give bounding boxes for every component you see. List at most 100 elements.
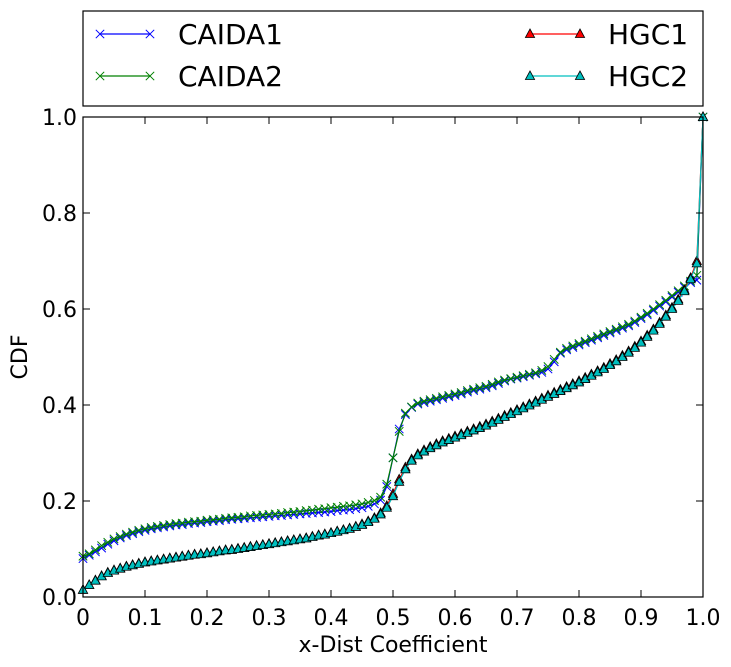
- data-point-caida2: [661, 295, 671, 305]
- data-point-caida2: [376, 492, 386, 502]
- data-point-hgc2: [685, 273, 696, 284]
- x-tick-label: 0: [76, 606, 90, 631]
- data-point-caida2: [524, 369, 534, 379]
- data-point-caida2: [407, 402, 417, 412]
- legend-marker-hgc2: [524, 70, 536, 80]
- series-hgc2: [77, 111, 709, 594]
- data-point-caida2: [611, 324, 621, 334]
- data-point-caida2: [382, 479, 392, 489]
- data-point-caida2: [90, 545, 100, 555]
- y-axis-label: CDF: [8, 335, 33, 380]
- data-point-caida2: [487, 379, 497, 389]
- y-tick-label: 0.0: [42, 586, 77, 611]
- data-point-hgc2: [648, 324, 659, 335]
- data-point-caida2: [97, 541, 107, 551]
- legend-label-caida2: CAIDA2: [178, 60, 283, 93]
- data-point-caida2: [450, 389, 460, 399]
- data-point-caida2: [103, 537, 113, 547]
- legend-marker-hgc2: [574, 70, 586, 80]
- data-point-caida2: [580, 336, 590, 346]
- data-point-caida1: [543, 364, 553, 374]
- x-tick-label: 1.0: [686, 606, 721, 631]
- data-point-hgc2: [375, 508, 386, 519]
- legend-label-hgc1: HGC1: [608, 18, 688, 51]
- data-point-hgc2: [400, 463, 411, 474]
- data-point-caida2: [636, 312, 646, 322]
- data-point-hgc2: [635, 336, 647, 347]
- data-point-caida2: [357, 499, 367, 509]
- data-point-hgc2: [672, 294, 684, 305]
- data-point-hgc2: [654, 318, 665, 328]
- data-point-caida1: [413, 399, 423, 409]
- data-point-caida2: [444, 390, 454, 400]
- data-point-caida2: [134, 525, 144, 535]
- legend-item-hgc2: HGC2: [524, 60, 688, 93]
- legend-label-caida1: CAIDA1: [178, 18, 283, 51]
- data-point-caida2: [456, 387, 466, 398]
- data-point-caida2: [493, 377, 503, 387]
- data-point-caida2: [500, 375, 510, 385]
- x-tick-label: 0.1: [128, 606, 163, 631]
- data-point-caida2: [506, 374, 516, 384]
- data-point-caida2: [121, 529, 131, 539]
- data-point-caida2: [518, 371, 528, 381]
- legend-marker-caida2: [145, 71, 155, 81]
- data-point-caida2: [624, 319, 634, 329]
- data-point-caida1: [394, 424, 404, 434]
- legend-item-caida1: CAIDA1: [95, 18, 283, 51]
- data-point-caida2: [642, 308, 652, 318]
- data-point-caida2: [543, 362, 553, 372]
- data-point-caida2: [84, 549, 94, 559]
- data-point-hgc2: [623, 346, 634, 357]
- data-point-caida2: [425, 395, 435, 405]
- data-point-hgc2: [629, 342, 641, 352]
- data-point-caida2: [562, 343, 572, 353]
- data-point-caida2: [469, 384, 479, 394]
- data-point-hgc2: [381, 501, 393, 512]
- x-tick-label: 0.8: [562, 606, 597, 631]
- data-point-caida2: [475, 383, 485, 393]
- data-point-caida2: [512, 372, 522, 382]
- legend-marker-hgc1: [524, 28, 536, 38]
- data-point-caida2: [140, 524, 150, 534]
- data-point-caida2: [549, 354, 559, 364]
- series-caida2: [78, 112, 708, 561]
- data-point-caida2: [462, 386, 472, 396]
- y-tick-label: 1.0: [42, 106, 77, 131]
- data-point-hgc2: [387, 490, 399, 501]
- x-tick-label: 0.9: [624, 606, 659, 631]
- data-point-caida2: [394, 426, 404, 436]
- data-point-caida2: [574, 339, 584, 349]
- legend-box: [82, 10, 704, 107]
- legend-marker-caida1: [95, 29, 105, 39]
- data-point-caida2: [630, 316, 640, 326]
- axis-ticks: 0 0.1 0.2 0.3 0.4 0.5 0.6 0.7 0.8 0.9 1.0 0.0 0.2 0.4…: [42, 106, 721, 631]
- data-point-hgc2: [641, 330, 653, 341]
- data-point-caida2: [481, 381, 491, 391]
- data-point-caida2: [648, 304, 658, 314]
- data-point-caida2: [438, 392, 448, 402]
- legend-marker-caida2: [95, 71, 105, 81]
- data-point-hgc2: [393, 475, 405, 486]
- data-point-caida2: [617, 322, 627, 332]
- data-point-hgc2: [679, 285, 690, 296]
- plot-area: [83, 117, 703, 597]
- data-point-hgc2: [660, 310, 672, 321]
- legend-item-hgc1: HGC1: [524, 18, 688, 51]
- data-point-caida2: [555, 347, 565, 357]
- legend-item-caida2: CAIDA2: [95, 60, 283, 93]
- legend-label-hgc2: HGC2: [608, 60, 688, 93]
- data-point-caida2: [369, 495, 379, 506]
- data-point-caida2: [531, 368, 541, 378]
- data-point-caida2: [605, 327, 615, 337]
- legend-marker-hgc1: [574, 28, 586, 38]
- x-tick-label: 0.3: [252, 606, 287, 631]
- data-point-caida2: [109, 534, 119, 544]
- y-tick-label: 0.8: [42, 202, 77, 227]
- data-point-caida2: [537, 365, 547, 375]
- data-point-caida2: [692, 270, 702, 280]
- data-point-hgc2: [666, 303, 678, 313]
- data-point-caida2: [388, 453, 398, 463]
- data-point-caida2: [128, 527, 138, 537]
